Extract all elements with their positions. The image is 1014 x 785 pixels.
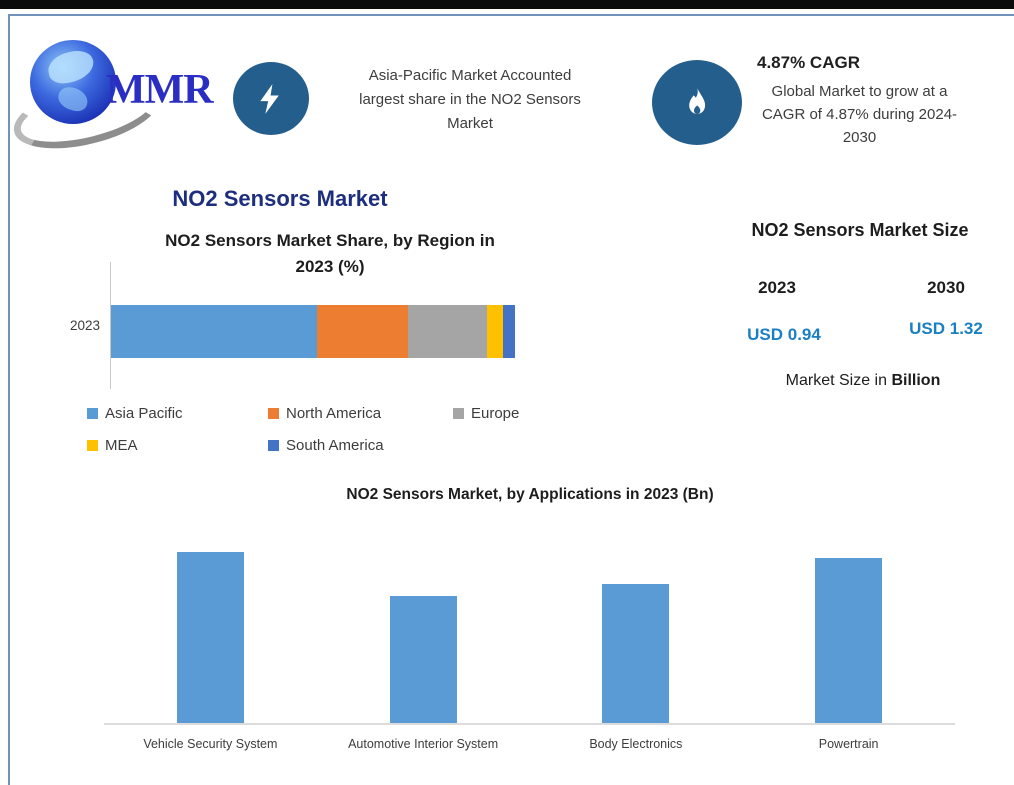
flame-glyph [689,87,706,114]
region-chart-axis [110,262,111,389]
bar-body-electronics [602,584,670,723]
legend-swatch-north-america [268,407,279,419]
segment-europe [407,305,487,358]
market-size-value-2023: USD 0.94 [747,325,821,344]
legend-label-north-america: North America [286,404,382,422]
page-title: NO2 Sensors Market [172,186,388,211]
footnote-unit: Billion [891,372,941,389]
top-black-bar [0,0,1014,9]
region-chart-category-label: 2023 [69,318,100,333]
applications-chart-plot [104,552,955,725]
content-frame-border [8,14,1014,785]
bar-cell-automotive-interior-system [317,552,530,723]
cagr-heading: 4.87% CAGR [757,53,860,72]
legend-item-north-america: North America [268,397,453,429]
legend-item-asia-pacific: Asia Pacific [87,397,268,429]
legend-label-asia-pacific: Asia Pacific [105,404,183,422]
segment-south-america [502,305,515,358]
legend-swatch-asia-pacific [87,407,98,419]
applications-chart-title: NO2 Sensors Market, by Applications in 2… [346,486,714,503]
flame-inner-cut [694,105,701,114]
region-chart-title: NO2 Sensors Market Share, by Region in 2… [165,231,495,276]
logo-text: MMR [106,67,214,113]
xlabel-automotive-interior-system: Automotive Interior System [348,737,499,751]
xlabel-body-electronics: Body Electronics [589,737,683,751]
bar-cell-body-electronics [530,552,743,723]
market-size-title: NO2 Sensors Market Size [751,220,969,240]
bar-vehicle-security-system [176,552,244,723]
legend-swatch-mea [87,439,98,451]
legend-label-europe: Europe [471,404,520,422]
market-size-year-2030: 2030 [927,278,965,297]
legend-label-mea: MEA [105,436,138,454]
lightning-bolt-glyph [260,83,279,114]
legend-item-mea: MEA [87,429,268,461]
region-chart-legend: Asia Pacific North America Europe MEA South … [87,397,647,461]
bar-automotive-interior-system [389,596,457,723]
footnote-prefix: Market Size in [785,372,892,389]
segment-mea [486,305,503,358]
lightning-icon [233,62,309,135]
market-size-footnote: Market Size in Billion [718,372,1008,390]
cagr-body-text: Global Market to grow at a CAGR of 4.87%… [761,83,958,146]
market-size-value-2030: USD 1.32 [909,319,983,338]
bar-cell-vehicle-security-system [104,552,317,723]
flame-icon [652,60,742,145]
legend-item-south-america: South America [268,429,453,461]
bar-powertrain [815,558,883,723]
applications-chart-xlabels: Vehicle Security System Automotive Interi… [104,737,955,751]
legend-swatch-europe [453,407,464,419]
xlabel-powertrain: Powertrain [818,737,879,751]
market-size-year-2023: 2023 [758,278,796,297]
legend-item-europe: Europe [453,397,647,429]
bar-cell-powertrain [742,552,955,723]
stacked-bar [111,305,515,358]
segment-asia-pacific [111,305,318,358]
legend-swatch-south-america [268,439,279,451]
xlabel-vehicle-security-system: Vehicle Security System [143,737,278,751]
asia-pacific-callout-text: Asia-Pacific Market Accounted largest sh… [359,67,581,132]
legend-label-south-america: South America [286,436,384,454]
segment-north-america [317,305,408,358]
